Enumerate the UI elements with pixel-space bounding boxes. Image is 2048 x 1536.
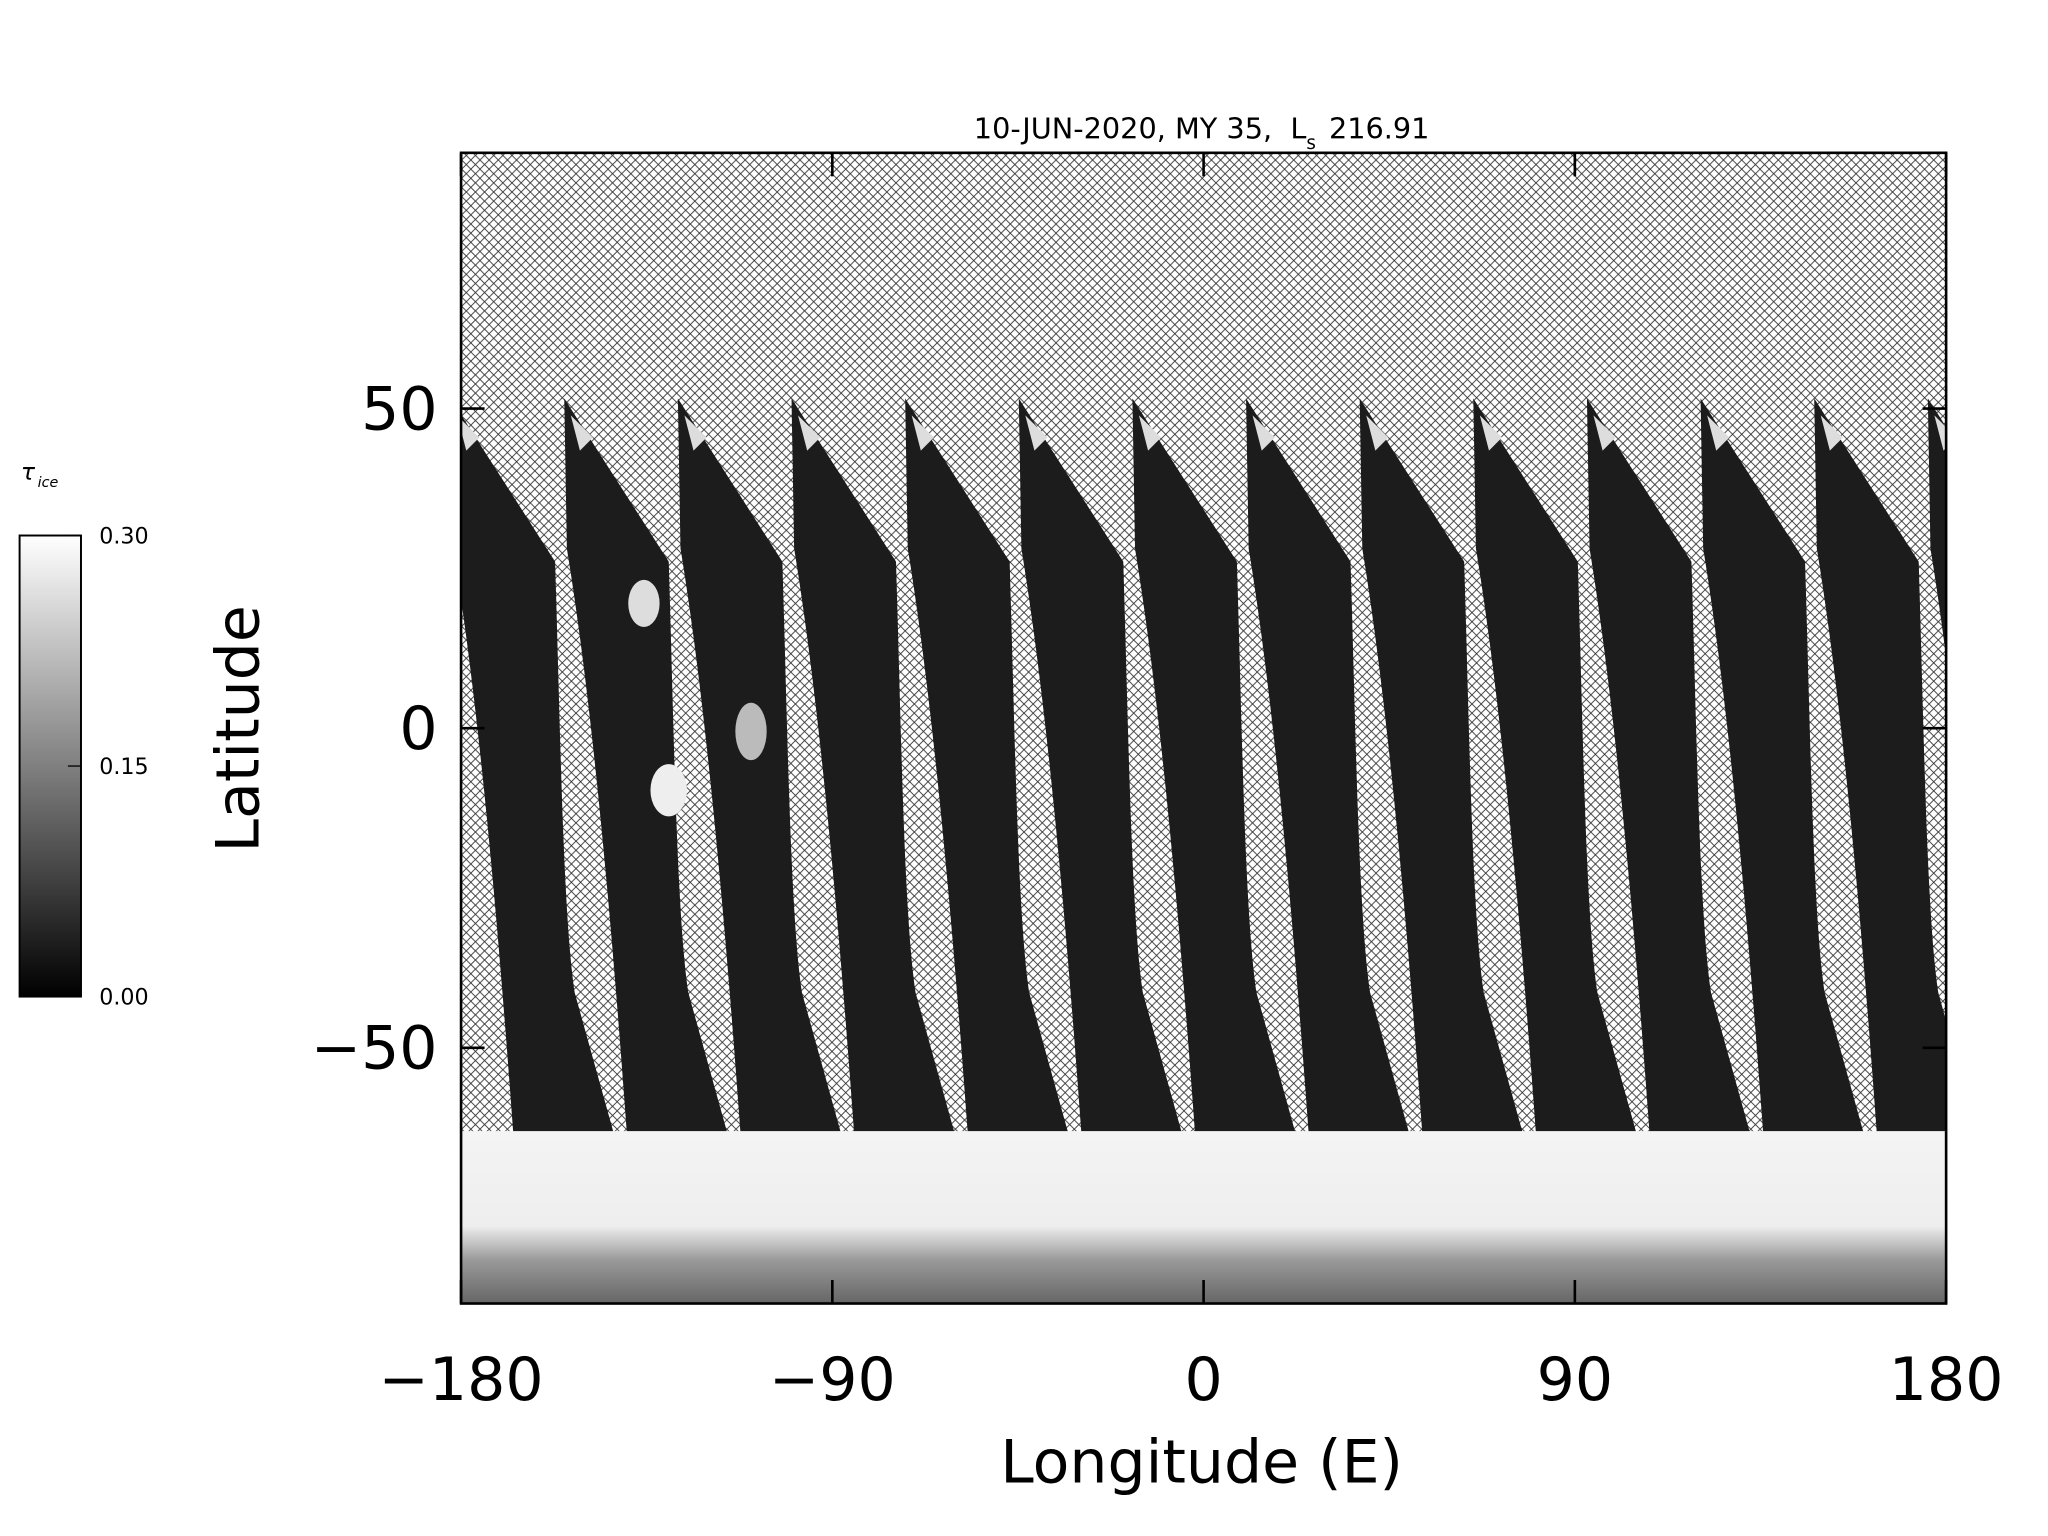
x-tick-label: 90 [1537, 1345, 1613, 1415]
swath-cloud [1479, 415, 1503, 451]
polar-hood [461, 1131, 1947, 1304]
swath [1586, 398, 1751, 1134]
swath [1473, 398, 1637, 1134]
swath-cloud [798, 415, 821, 451]
title-text: 10-JUN-2020, MY 35, L [974, 111, 1307, 145]
cloud [735, 702, 767, 761]
swath-cloud [1366, 415, 1389, 451]
title-value: 216.91 [1329, 111, 1429, 145]
title: 10-JUN-2020, MY 35, Ls 216.91 [974, 111, 1430, 153]
swath [564, 398, 728, 1134]
swath [1927, 398, 1947, 658]
colorbar-tick-label: 0.15 [99, 754, 148, 780]
swath-cloud [570, 415, 593, 451]
x-tick-label: −180 [379, 1345, 544, 1415]
swath-cloud [461, 419, 480, 451]
swath-cloud [684, 415, 707, 451]
x-tick-label: −90 [769, 1345, 896, 1415]
colorbar-symbol: τ [21, 457, 36, 485]
y-tick-label: 0 [399, 694, 437, 764]
colorbar-tick-label: 0.30 [99, 523, 148, 549]
x-axis-label: Longitude (E) [1000, 1427, 1403, 1497]
swath-cloud [1138, 415, 1162, 451]
colorbar-subscript: ice [38, 475, 59, 491]
swath-cloud [911, 415, 934, 451]
cloud [628, 579, 660, 627]
swath-cloud [1025, 415, 1048, 451]
cloud [650, 764, 688, 817]
swath [1018, 398, 1183, 1134]
swath [1700, 398, 1864, 1134]
y-tick-label: −50 [311, 1014, 438, 1084]
swath [461, 414, 614, 1134]
swath-cloud [1934, 415, 1947, 451]
swath [1814, 398, 1947, 1134]
swath-cloud [1252, 415, 1275, 451]
imagery [461, 152, 1947, 1304]
swath [1132, 398, 1296, 1134]
swath [791, 398, 955, 1134]
swath [1246, 398, 1410, 1134]
title-subscript: s [1306, 133, 1316, 154]
swath-cloud [1820, 415, 1843, 451]
y-axis-label: Latitude [204, 605, 274, 852]
y-tick-label: 50 [361, 374, 437, 444]
swath [1359, 398, 1523, 1134]
swath-cloud [1593, 415, 1616, 451]
swath-cloud [1707, 415, 1730, 451]
swath [677, 398, 842, 1134]
x-tick-label: 0 [1184, 1345, 1222, 1415]
colorbar-tick-label: 0.00 [99, 984, 148, 1010]
colorbar-title: τ ice [21, 457, 59, 491]
swath [905, 398, 1069, 1134]
x-tick-label: 180 [1889, 1345, 2004, 1415]
